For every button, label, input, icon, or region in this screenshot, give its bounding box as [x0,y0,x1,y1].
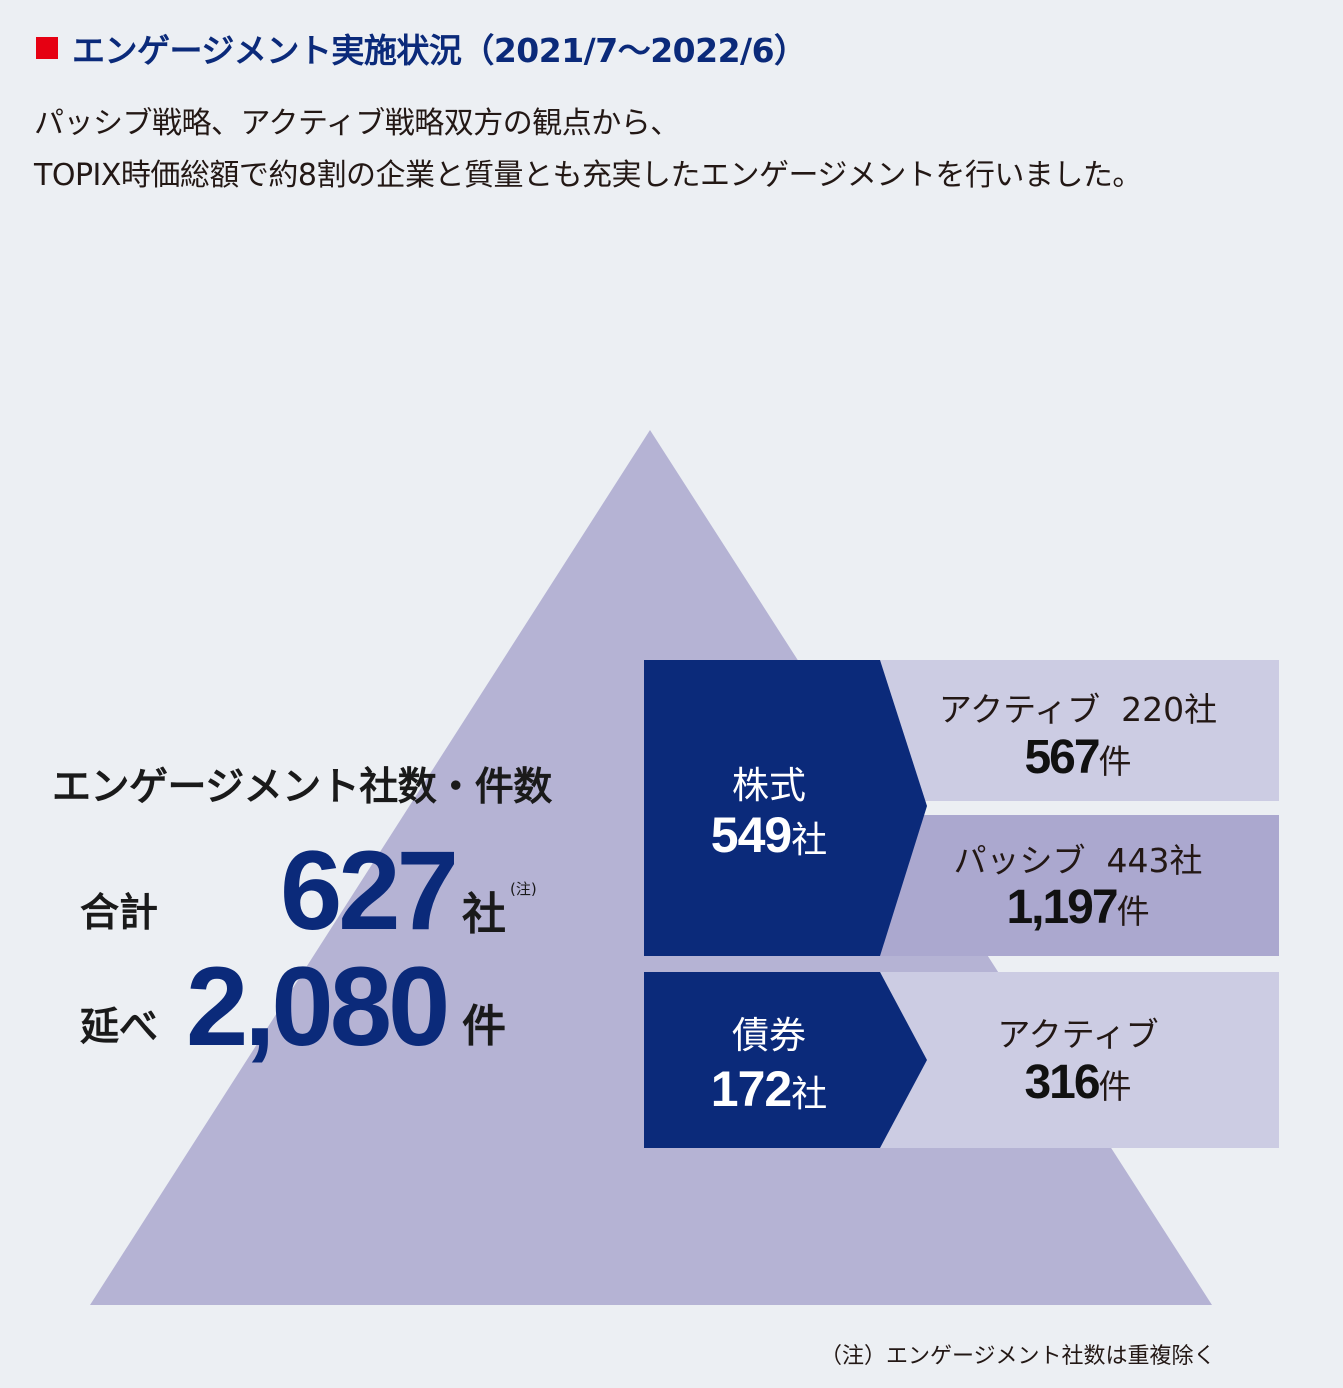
cumulative-label: 延べ [80,1005,159,1050]
bond-active-label: アクティブ [997,1015,1159,1054]
cumulative-cases-unit: 件 [462,1001,506,1052]
bond-active-cases-value: 316 [1024,1056,1100,1109]
bond-active-box [880,972,1279,1148]
equity-active-box [880,660,1279,801]
equity-companies: 549社 [644,806,894,864]
equity-passive-heading: パッシブ 443社 [898,834,1258,882]
equity-active-cases-unit: 件 [1098,742,1132,781]
total-note-mark: (注) [510,880,537,898]
bond-active-cases-unit: 件 [1098,1067,1132,1106]
equity-passive-cases-unit: 件 [1116,892,1150,931]
equity-active-label: アクティブ [938,690,1101,729]
equity-passive-companies: 443社 [1106,841,1203,880]
equity-active-cases-value: 567 [1024,731,1100,784]
equity-label: 株式 [732,764,806,807]
total-companies-value: 627 [280,828,459,953]
summary-heading: エンゲージメント社数・件数 [52,765,552,810]
bond-companies: 172社 [644,1060,894,1118]
equity-arrow-box [644,660,927,956]
description-line-2: TOPIX時価総額で約8割の企業と質量とも充実したエンゲージメントを行いました。 [34,158,1142,193]
bond-active-cases: 316件 [898,1055,1258,1110]
equity-passive-cases: 1,197件 [898,880,1258,935]
bond-arrow-box [644,972,927,1148]
cumulative-cases-value: 2,080 [186,944,450,1069]
total-label: 合計 [80,891,159,936]
bond-companies-unit: 社 [791,1074,828,1115]
equity-passive-label: パッシブ [953,841,1086,880]
page-title: エンゲージメント実施状況（2021/7〜2022/6） [72,31,807,70]
title-row: エンゲージメント実施状況（2021/7〜2022/6） [36,26,807,70]
equity-companies-unit: 社 [791,820,828,861]
equity-active-cases: 567件 [898,730,1258,785]
description-line-1: パッシブ戦略、アクティブ戦略双方の観点から、 [34,106,680,141]
footnote: （注）エンゲージメント社数は重複除く [820,1344,1216,1369]
equity-companies-value: 549 [710,807,792,863]
bond-label: 債券 [732,1014,806,1057]
equity-passive-box [880,815,1279,956]
bond-companies-value: 172 [710,1061,792,1117]
total-companies-unit: 社 [462,889,506,940]
equity-active-companies: 220社 [1121,690,1218,729]
equity-active-heading: アクティブ 220社 [898,683,1258,731]
equity-passive-cases-value: 1,197 [1006,881,1118,934]
red-square-icon [36,37,58,59]
